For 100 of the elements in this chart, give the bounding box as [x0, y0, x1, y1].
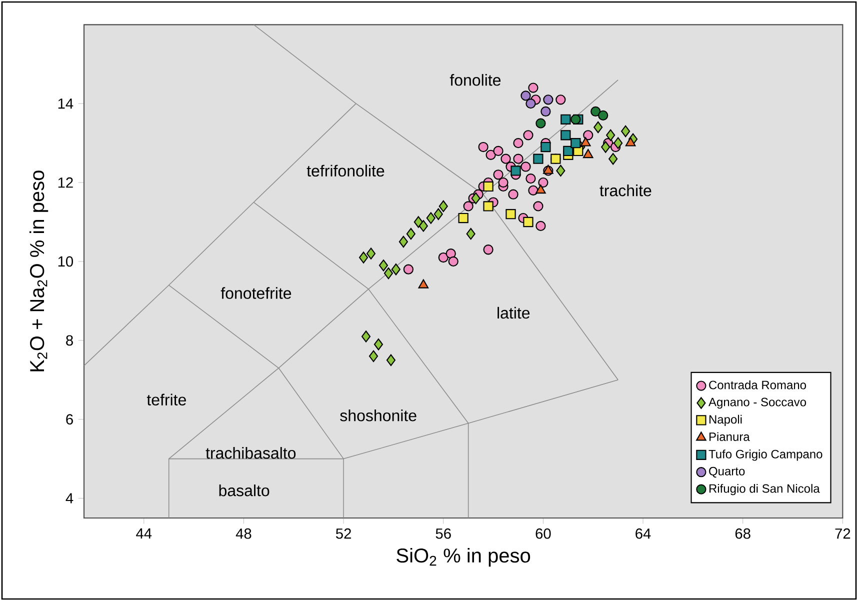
y-tick-label: 12 — [58, 177, 73, 188]
point — [386, 354, 396, 366]
point — [608, 152, 618, 165]
x-tick-label: 60 — [536, 528, 551, 539]
point — [621, 125, 630, 138]
annotation: fonolite — [450, 74, 501, 86]
point — [398, 236, 408, 248]
annotation: shoshonite — [340, 410, 416, 422]
point — [486, 150, 496, 160]
point — [560, 130, 571, 140]
x-tick-label: 48 — [236, 528, 252, 539]
point — [528, 185, 538, 196]
point — [406, 228, 416, 240]
annotation: tefrifonolite — [306, 164, 384, 177]
point — [403, 264, 414, 274]
point — [493, 170, 504, 180]
point — [478, 142, 488, 152]
point — [498, 177, 508, 188]
y-tick-label: 10 — [58, 256, 74, 267]
point — [466, 228, 476, 240]
x-tick-label: 44 — [136, 528, 152, 538]
point — [606, 129, 616, 142]
point — [374, 338, 384, 350]
point — [471, 192, 480, 204]
point — [538, 177, 548, 188]
annotation: trachite — [600, 184, 652, 196]
point — [378, 260, 388, 272]
point — [560, 114, 571, 124]
point — [438, 200, 448, 212]
x-axis-title: SiO$_{2}$ % in peso — [396, 548, 530, 567]
point — [483, 244, 494, 255]
point — [540, 106, 551, 117]
point — [458, 212, 468, 224]
point — [543, 94, 554, 105]
x-tick-label: 72 — [835, 528, 850, 539]
legend-label: Pianura — [709, 432, 750, 442]
annotation: basalto — [219, 484, 270, 496]
point — [520, 162, 531, 172]
legend-label: Napoli — [709, 414, 742, 426]
point — [625, 137, 636, 146]
point — [520, 90, 531, 101]
point — [523, 130, 534, 140]
point — [523, 216, 534, 228]
point — [448, 256, 458, 267]
point — [493, 146, 504, 156]
point — [434, 208, 443, 220]
legend-label: Tufo Grigio Campano — [708, 450, 822, 461]
point — [508, 189, 518, 200]
point — [582, 149, 594, 158]
point — [414, 216, 423, 228]
point — [570, 138, 581, 148]
point — [533, 154, 544, 164]
legend-label: Contrada Romano — [709, 380, 806, 390]
point — [483, 181, 494, 192]
point — [361, 330, 371, 342]
point — [536, 220, 546, 232]
point — [536, 184, 546, 194]
point — [366, 248, 376, 260]
point — [513, 154, 524, 164]
point — [583, 130, 594, 140]
point — [598, 110, 608, 121]
legend-label: Quarto — [709, 466, 745, 478]
point — [533, 201, 544, 212]
annotation: fonotefrite — [220, 287, 292, 299]
point — [556, 164, 566, 177]
point — [463, 201, 474, 212]
point — [570, 114, 581, 124]
point — [580, 137, 591, 146]
point — [601, 141, 610, 153]
y-tick-label: 4 — [66, 493, 74, 504]
y-axis-title: K$_{2}$O + Na$_{2}$O % in peso — [29, 170, 48, 372]
point — [418, 220, 428, 232]
point — [446, 248, 456, 259]
x-tick-label: 64 — [636, 528, 651, 539]
point — [563, 146, 574, 156]
x-tick-label: 56 — [436, 528, 451, 539]
y-tick-label: 8 — [66, 335, 73, 346]
point — [418, 279, 429, 288]
annotation: trachibasalto — [206, 447, 296, 459]
point — [528, 82, 538, 93]
point — [368, 350, 378, 362]
x-tick-label: 52 — [336, 528, 351, 539]
legend-label: Agnano - Soccavo — [708, 398, 806, 409]
point — [506, 209, 516, 220]
point — [590, 106, 601, 117]
annotation: latite — [498, 306, 530, 319]
point — [526, 98, 536, 109]
point — [614, 137, 623, 149]
point — [426, 212, 436, 224]
point — [500, 154, 511, 164]
y-tick-label: 6 — [66, 414, 73, 425]
point — [384, 267, 394, 280]
point — [536, 118, 546, 128]
point — [510, 166, 521, 176]
point — [526, 174, 536, 184]
point — [438, 252, 448, 263]
annotation: tefrite — [146, 394, 186, 406]
point — [513, 138, 524, 148]
point — [594, 121, 603, 134]
point — [483, 201, 494, 212]
